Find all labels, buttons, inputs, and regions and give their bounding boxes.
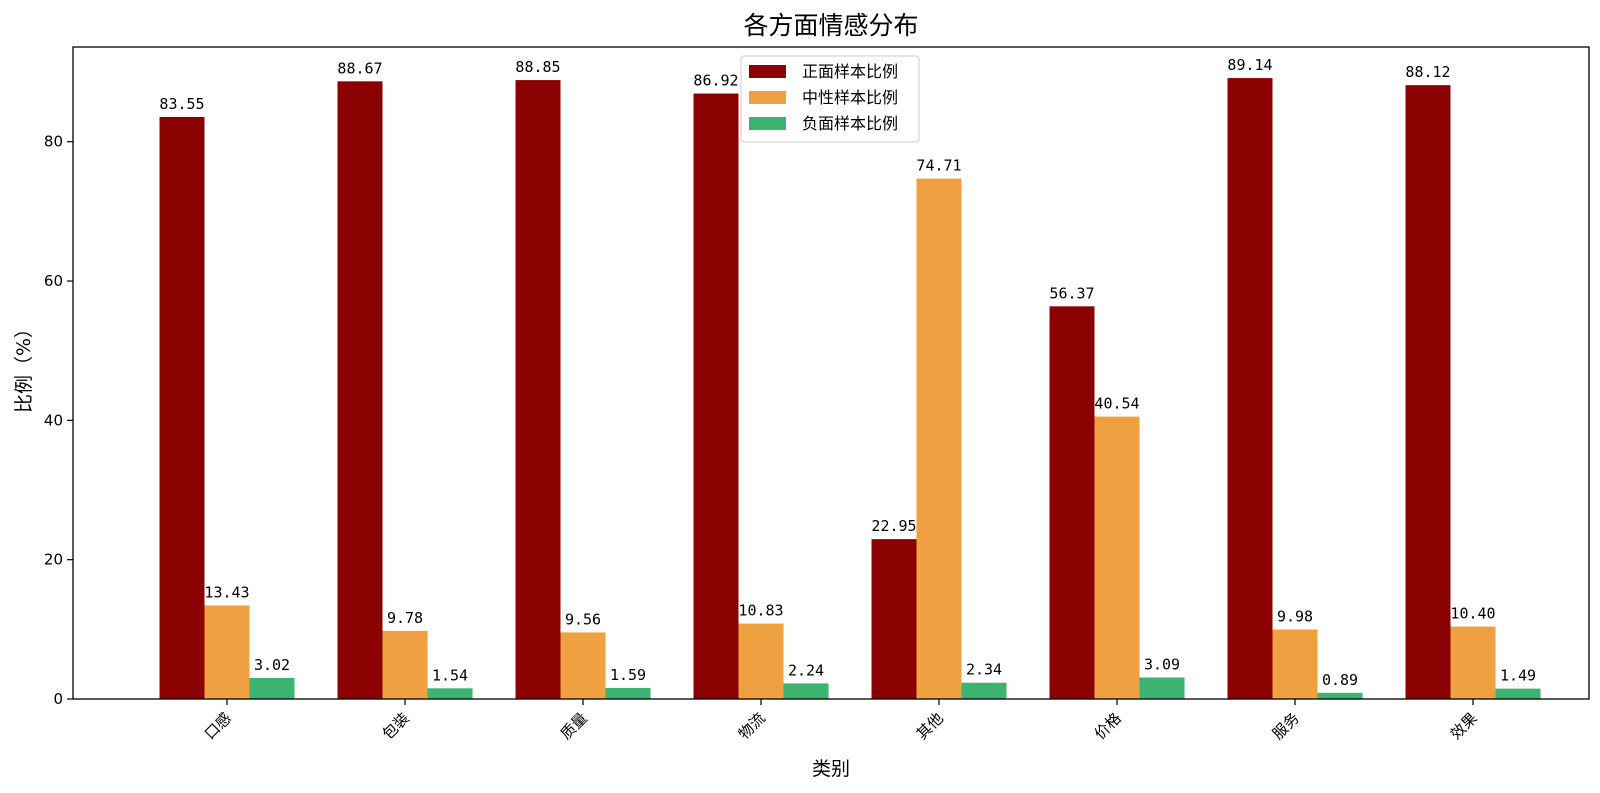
bar-value-label: 3.09 bbox=[1144, 655, 1180, 673]
bar-value-label: 88.12 bbox=[1405, 63, 1450, 81]
legend-swatch bbox=[749, 117, 786, 130]
y-tick-label: 60 bbox=[44, 272, 63, 290]
bar bbox=[1405, 85, 1451, 699]
legend-label: 正面样本比例 bbox=[802, 62, 898, 81]
bar bbox=[1049, 306, 1095, 699]
bar-value-label: 22.95 bbox=[871, 517, 916, 535]
legend-swatch bbox=[749, 91, 786, 104]
bar-value-label: 88.85 bbox=[515, 58, 560, 76]
bar bbox=[1094, 416, 1140, 699]
x-tick-label: 服务 bbox=[1269, 709, 1303, 743]
legend-swatch bbox=[749, 65, 786, 78]
bar-value-label: 56.37 bbox=[1049, 284, 1094, 302]
plot-area: 0 20 40 60 80 83.55 88.67 88.85 86.92 22.95 56.37 8… bbox=[44, 56, 1541, 743]
y-axis-title: 比例（%） bbox=[13, 319, 35, 413]
bar-value-label: 1.54 bbox=[432, 666, 468, 684]
bar bbox=[916, 178, 962, 700]
y-tick-label: 20 bbox=[44, 551, 63, 569]
bar bbox=[249, 677, 295, 699]
x-tick-label: 价格 bbox=[1091, 709, 1125, 743]
bar bbox=[427, 688, 473, 699]
bar-value-label: 13.43 bbox=[204, 583, 249, 601]
bar bbox=[1450, 626, 1496, 699]
bar-value-label: 10.40 bbox=[1450, 605, 1495, 623]
bar bbox=[738, 623, 784, 699]
bar bbox=[1139, 677, 1185, 699]
x-tick-label: 包装 bbox=[379, 709, 413, 743]
x-axis-title: 类别 bbox=[812, 758, 850, 780]
bar bbox=[1272, 629, 1318, 699]
bar bbox=[337, 81, 383, 700]
bar-value-label: 86.92 bbox=[693, 72, 738, 90]
bar-value-label: 89.14 bbox=[1227, 56, 1272, 74]
bar-value-label: 2.24 bbox=[788, 661, 824, 679]
bar bbox=[1495, 688, 1541, 699]
bar-value-label: 1.59 bbox=[610, 666, 646, 684]
bar bbox=[382, 630, 428, 699]
legend-label: 中性样本比例 bbox=[802, 88, 898, 107]
x-tick-label: 口感 bbox=[201, 709, 235, 743]
bar-value-label: 3.02 bbox=[254, 656, 290, 674]
bar-value-label: 40.54 bbox=[1094, 395, 1139, 413]
bar-value-label: 9.56 bbox=[565, 610, 601, 628]
bar-value-label: 9.98 bbox=[1277, 607, 1313, 625]
plot-frame bbox=[72, 46, 1590, 700]
bar-value-label: 10.83 bbox=[738, 602, 783, 620]
bar-value-label: 1.49 bbox=[1500, 667, 1536, 685]
bar bbox=[204, 605, 250, 699]
bar bbox=[159, 117, 205, 699]
bar bbox=[605, 687, 651, 699]
x-tick-label: 效果 bbox=[1447, 709, 1481, 743]
x-tick-label: 其他 bbox=[913, 709, 947, 743]
y-tick-label: 0 bbox=[53, 690, 63, 708]
x-tick-label: 质量 bbox=[557, 709, 591, 743]
bar-value-label: 0.89 bbox=[1322, 671, 1358, 689]
x-tick-label: 物流 bbox=[735, 709, 769, 743]
bar-value-label: 83.55 bbox=[159, 95, 204, 113]
bar bbox=[560, 632, 606, 699]
bar-value-label: 2.34 bbox=[966, 661, 1002, 679]
bar bbox=[961, 682, 1007, 699]
y-tick-label: 40 bbox=[44, 411, 63, 429]
legend-label: 负面样本比例 bbox=[802, 114, 898, 133]
bar bbox=[1227, 78, 1273, 700]
bar bbox=[871, 539, 917, 699]
bar bbox=[783, 683, 829, 699]
bar-value-label: 88.67 bbox=[337, 59, 382, 77]
bar bbox=[693, 93, 739, 700]
bar-value-label: 74.71 bbox=[916, 157, 961, 175]
bar bbox=[1317, 692, 1363, 699]
chart-title: 各方面情感分布 bbox=[743, 11, 918, 40]
y-tick-label: 80 bbox=[44, 133, 63, 151]
bar-value-label: 9.78 bbox=[387, 609, 423, 627]
bar bbox=[515, 80, 561, 700]
